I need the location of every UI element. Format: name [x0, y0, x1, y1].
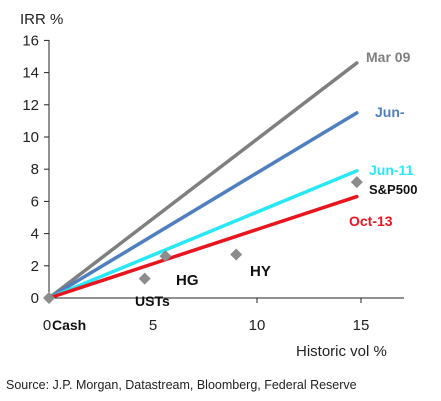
series-labels: Mar 09 Jun- Jun-11 Oct-13	[349, 49, 414, 229]
y-tick-label: 6	[31, 193, 39, 210]
y-tick-label: 2	[31, 258, 39, 275]
marker-usts	[138, 272, 151, 285]
y-tick-label: 12	[22, 97, 39, 114]
series-line-oct-13	[47, 194, 359, 300]
asset-labels: Cash USTs HG HY S&P500	[52, 182, 417, 333]
marker-hy	[230, 248, 243, 261]
y-tick-label: 16	[22, 32, 39, 49]
series-line-mar-09	[47, 61, 359, 300]
series-line-jun	[47, 111, 359, 300]
marker-sp500	[350, 176, 363, 189]
series-label: Mar 09	[366, 49, 411, 65]
y-tick-label: 10	[22, 129, 39, 146]
y-axis-title: IRR %	[20, 11, 63, 28]
x-axis-title: Historic vol %	[296, 343, 387, 360]
y-tick-label: 14	[22, 65, 39, 82]
y-tick-label: 8	[31, 161, 39, 178]
y-tick-label: 4	[31, 226, 39, 243]
marker-label: Cash	[52, 317, 86, 333]
x-axis: 0 5 10 15	[43, 298, 370, 334]
series-label: Oct-13	[349, 213, 393, 229]
marker-label: HY	[250, 263, 271, 280]
series-label: Jun-	[375, 104, 405, 120]
marker-hg	[159, 250, 172, 263]
marker-cash	[43, 292, 55, 304]
x-tick-label: 5	[149, 317, 157, 334]
source-note: Source: J.P. Morgan, Datastream, Bloombe…	[6, 378, 357, 392]
marker-label: USTs	[135, 293, 170, 309]
asset-markers	[43, 176, 363, 304]
x-tick-label: 15	[353, 317, 370, 334]
y-tick-label: 0	[31, 290, 39, 307]
x-tick-label: 0	[43, 317, 51, 334]
marker-label: HG	[176, 272, 199, 289]
x-tick-label: 10	[249, 317, 266, 334]
series-line-jun-11	[47, 169, 359, 300]
series-lines	[47, 61, 359, 300]
marker-label: S&P500	[369, 182, 417, 197]
y-axis: 0 2 4 6 8 10 12 14 16	[22, 32, 49, 307]
series-label: Jun-11	[369, 162, 414, 178]
